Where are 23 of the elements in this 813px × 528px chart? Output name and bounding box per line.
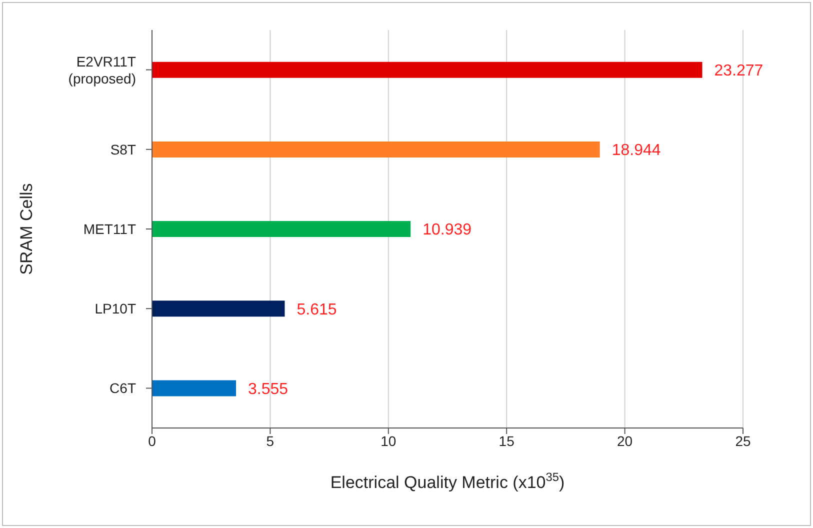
y-tick-label: C6T — [110, 380, 136, 396]
data-label: 10.939 — [422, 222, 472, 239]
bar — [152, 62, 702, 78]
data-label: 5.615 — [296, 301, 337, 318]
x-tick-label: 15 — [498, 432, 515, 449]
y-tick-label: LP10T — [94, 300, 136, 317]
x-tick-label: 5 — [266, 432, 274, 449]
y-axis-title: SRAM Cells — [17, 183, 36, 275]
x-tick-label: 25 — [735, 432, 751, 449]
data-label: 23.277 — [714, 62, 764, 80]
bar — [152, 300, 285, 317]
y-tick-label: S8T — [110, 141, 136, 158]
y-tick-label: MET11T — [83, 221, 136, 237]
data-label: 18.944 — [612, 142, 661, 160]
x-tick-label: 0 — [148, 432, 156, 449]
x-tick-label: 10 — [380, 432, 396, 449]
bar — [152, 221, 411, 238]
x-axis-title: Electrical Quality Metric (x10$^{35}$) — [330, 470, 565, 492]
y-tick-label: E2VR11T (proposed) — [68, 53, 136, 86]
x-tick-label: 20 — [617, 432, 633, 449]
bar — [152, 380, 236, 396]
bar — [152, 141, 600, 158]
data-label: 3.555 — [248, 380, 288, 398]
